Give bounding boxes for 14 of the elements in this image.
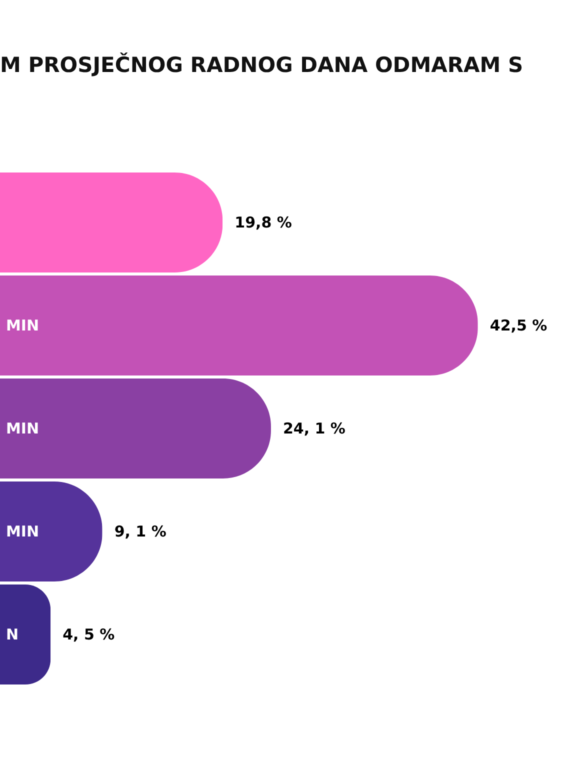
data-label: 4, 5 % [62,626,115,644]
y-tick-label: MIN [6,522,40,540]
data-label: 9, 1 % [114,522,166,540]
bar [0,276,478,376]
data-label: 19,8 % [234,214,292,232]
y-tick-label: MIN [6,420,40,438]
data-label: 24, 1 % [282,420,346,438]
bar [0,584,51,684]
y-tick-label: MIN [6,316,40,334]
data-label: 42,5 % [490,316,548,334]
y-tick-label: N [6,626,19,644]
chart-title: M PROSJEČNOG RADNOG DANA ODMARAM S [0,52,524,77]
bar [0,378,271,478]
bar [0,172,223,272]
